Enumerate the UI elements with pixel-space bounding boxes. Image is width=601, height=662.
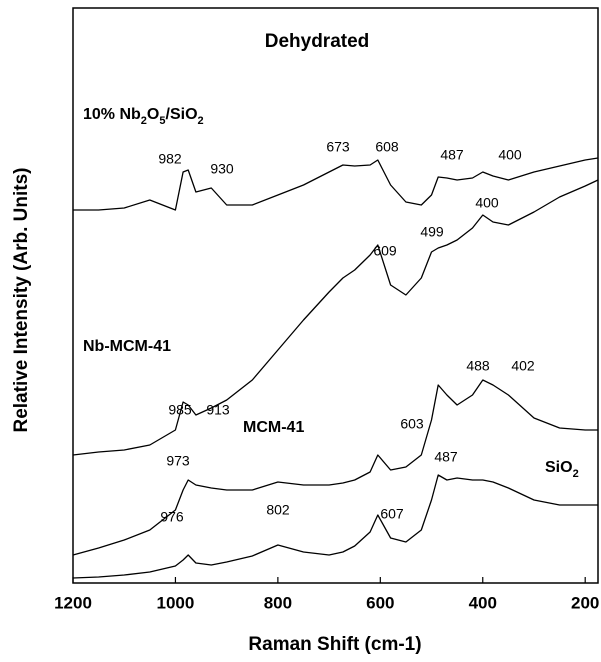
peak-label: 607 bbox=[380, 506, 404, 522]
x-tick-label: 1000 bbox=[157, 593, 195, 612]
peak-label: 402 bbox=[511, 358, 535, 374]
peak-label: 487 bbox=[440, 147, 464, 163]
subscript: 2 bbox=[198, 115, 204, 127]
peak-label: 985 bbox=[168, 402, 192, 418]
x-tick-label: 200 bbox=[571, 593, 599, 612]
peak-label: 982 bbox=[158, 151, 182, 167]
series-label: 10% Nb2O5/SiO2 bbox=[83, 106, 204, 127]
x-tick-label: 400 bbox=[469, 593, 497, 612]
peak-label: 976 bbox=[160, 509, 184, 525]
peak-label: 802 bbox=[266, 502, 290, 518]
text-part: SiO bbox=[545, 459, 573, 476]
peak-label: 603 bbox=[400, 416, 424, 432]
x-tick-label: 800 bbox=[264, 593, 292, 612]
text-part: MCM-41 bbox=[243, 419, 304, 436]
peak-label: 488 bbox=[466, 358, 490, 374]
peak-label: 973 bbox=[166, 453, 190, 469]
peak-label: 913 bbox=[206, 402, 230, 418]
subscript: 5 bbox=[159, 115, 165, 127]
peak-label: 930 bbox=[210, 161, 234, 177]
series-line bbox=[72, 379, 598, 556]
text-part: 10% Nb bbox=[83, 106, 141, 123]
peak-label: 487 bbox=[434, 449, 458, 465]
series-line bbox=[72, 474, 598, 579]
chart-title: Dehydrated bbox=[265, 31, 370, 52]
peak-label: 499 bbox=[420, 224, 444, 240]
peak-label: 400 bbox=[475, 195, 499, 211]
series-line bbox=[73, 157, 599, 211]
subscript: 2 bbox=[141, 115, 147, 127]
series-label: MCM-41 bbox=[243, 419, 304, 436]
plot-frame bbox=[72, 7, 599, 584]
subscript: 2 bbox=[573, 468, 579, 480]
y-axis-title: Relative Intensity (Arb. Units) bbox=[11, 168, 32, 433]
peak-label: 608 bbox=[375, 139, 399, 155]
peak-label: 609 bbox=[373, 243, 397, 259]
text-part: Nb-MCM-41 bbox=[83, 338, 171, 355]
series-label: SiO2 bbox=[545, 459, 579, 480]
series-label: Nb-MCM-41 bbox=[83, 338, 171, 355]
x-axis-title: Raman Shift (cm-1) bbox=[248, 634, 421, 655]
series-line bbox=[72, 179, 599, 456]
peak-label: 673 bbox=[326, 139, 350, 155]
text-part: O bbox=[147, 106, 159, 123]
x-tick-label: 1200 bbox=[54, 593, 92, 612]
text-part: /SiO bbox=[166, 106, 198, 123]
peak-label: 400 bbox=[498, 147, 522, 163]
x-tick-label: 600 bbox=[366, 593, 394, 612]
